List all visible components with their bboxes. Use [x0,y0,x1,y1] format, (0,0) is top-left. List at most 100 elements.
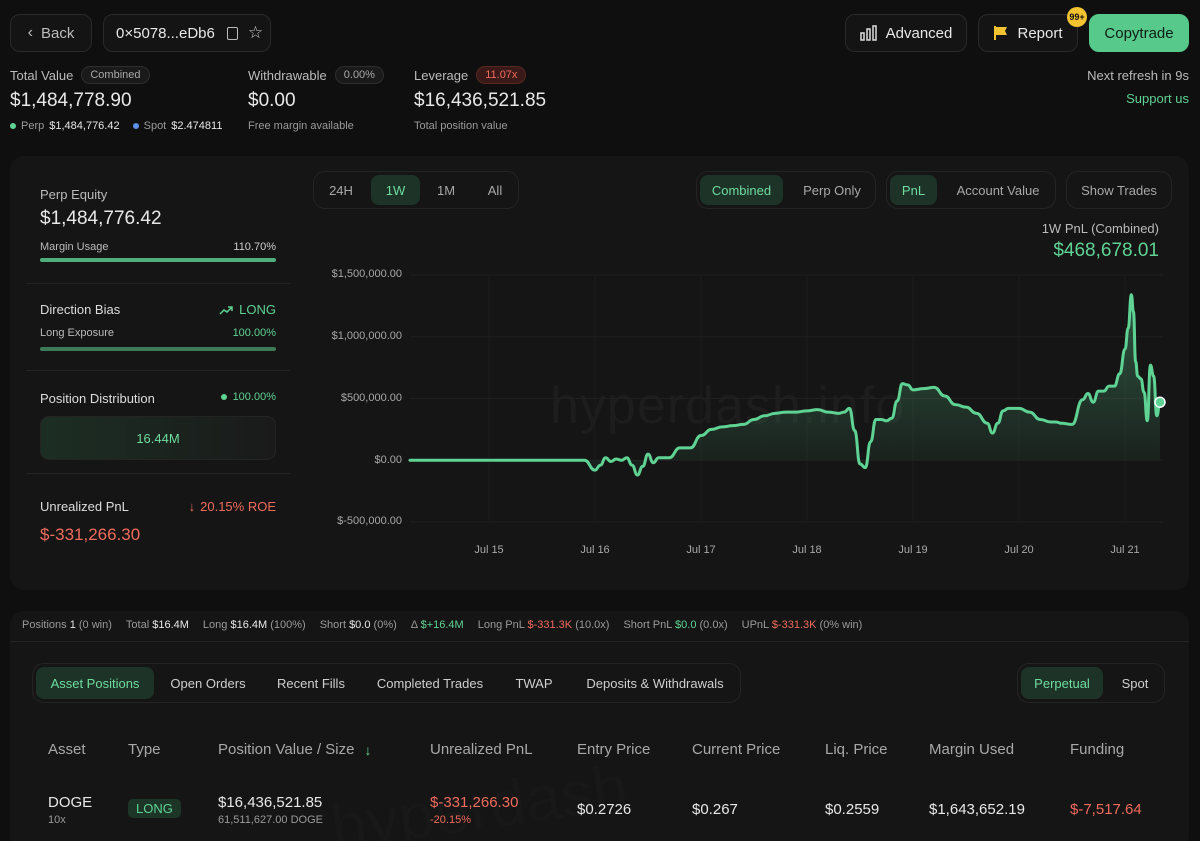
stat-label: Total [125,619,150,631]
wallet-address: 0×5078...eDb6 [116,24,215,42]
pnl-end-marker [1154,396,1166,408]
stat-note: (100%) [270,619,306,631]
x-tick-label: Jul 21 [1110,544,1140,556]
mode-perp-only[interactable]: Perp Only [803,182,861,198]
liq-price: $0.2559 [825,801,880,818]
stat-label: Short [319,619,346,631]
range-24h[interactable]: 24H [329,182,353,198]
total-value-label: Total Value [10,67,74,83]
report-button[interactable]: Report [978,14,1078,52]
copy-icon[interactable] [226,26,238,40]
perp-equity-label: Perp Equity [40,187,108,202]
tab-asset-positions[interactable]: Asset Positions [36,667,154,699]
stat-value: $16.4M [230,619,268,631]
range-1m[interactable]: 1M [436,182,456,198]
entry-price: $0.2726 [577,801,632,818]
market-perpetual[interactable]: Perpetual [1021,667,1103,699]
star-icon[interactable]: ☆ [247,23,264,42]
col-header-unrealized-pnl[interactable]: Unrealized PnL [430,741,533,758]
show-trades-button[interactable]: Show Trades [1066,171,1172,209]
combined-pill: Combined [81,66,150,84]
tab-deposits-withdrawals[interactable]: Deposits & Withdrawals [586,675,724,691]
y-tick-label: $0.00 [374,454,402,466]
stat-note: (0% win) [819,619,863,631]
stat-value: $0.0 [675,619,697,631]
stat-label: Positions [22,619,67,631]
market-spot[interactable]: Spot [1121,675,1149,691]
flag-icon [994,26,1008,40]
margin-usage-label: Margin Usage [40,241,109,253]
col-header-asset[interactable]: Asset [48,741,86,758]
trending-up-icon [219,305,233,315]
tab-open-orders[interactable]: Open Orders [170,675,246,691]
tab-recent-fills[interactable]: Recent Fills [277,675,345,691]
stat-value: $+16.4M [420,619,464,631]
margin-used: $1,643,652.19 [929,801,1025,818]
advanced-label: Advanced [885,24,953,42]
position-distribution-label: Position Distribution [40,391,155,406]
stat-label: Short PnL [623,619,672,631]
withdrawable-value: $0.00 [248,90,296,111]
x-tick-label: Jul 19 [898,544,928,556]
leverage-pill: 11.07x [476,66,527,84]
position-distribution-value: 100.00% [232,391,276,403]
stat-short-pnl: Short PnL $0.0 (0.0x) [623,619,727,631]
x-tick-label: Jul 18 [792,544,822,556]
back-button[interactable]: ‹ Back [10,14,92,52]
stat-note: (0 win) [78,619,112,631]
total-value: $1,484,778.90 [10,90,132,111]
stat-value: $0.0 [349,619,371,631]
stat-note: (0%) [373,619,397,631]
perp-label: Perp [21,120,45,132]
col-header-current-price[interactable]: Current Price [692,741,781,758]
leverage-sub: Total position value [414,120,508,132]
col-header-position-value[interactable]: Position Value / Size ↓ [218,741,371,758]
range-1w[interactable]: 1W [371,175,420,205]
address-box: 0×5078...eDb6 ☆ [103,14,271,52]
asset-name: DOGE [48,794,93,811]
x-tick-label: Jul 20 [1004,544,1034,556]
col-header-funding[interactable]: Funding [1070,741,1125,758]
show-trades-label: Show Trades [1081,182,1157,198]
metric-pnl[interactable]: PnL [890,175,937,205]
advanced-button[interactable]: Advanced [845,14,967,52]
long-exposure-fill [40,347,276,351]
direction-bias-value-wrap: LONG [219,302,276,317]
y-tick-label: $500,000.00 [340,392,402,404]
unrealized-pnl-value: $-331,266.30 [40,525,141,544]
direction-bias-label: Direction Bias [40,302,121,317]
stats-bar: Positions 1 (0 win) Total $16.4M Long $1… [22,619,862,631]
long-exposure-bar [40,347,276,351]
stat-delta: Δ $+16.4M [411,619,464,631]
metric-account-value[interactable]: Account Value [956,182,1040,198]
leverage-block: Leverage 11.07x $16,436,521.85 Total pos… [414,66,546,132]
total-value-block: Total Value Combined $1,484,778.90 Perp … [10,66,222,132]
mode-combined[interactable]: Combined [700,175,783,205]
range-all[interactable]: All [487,182,503,198]
divider [26,370,290,371]
col-header-liq-price[interactable]: Liq. Price [825,741,888,758]
withdrawable-pill: 0.00% [334,66,384,84]
distribution-box-value: 16.44M [136,430,180,446]
withdrawable-label: Withdrawable [248,67,327,83]
leverage-value: $16,436,521.85 [414,90,547,111]
stat-value: $-331.3K [527,619,573,631]
tab-twap[interactable]: TWAP [515,675,553,691]
stat-positions: Positions 1 (0 win) [22,619,112,631]
col-header-entry-price[interactable]: Entry Price [577,741,651,758]
arrow-down-icon: ↓ [188,499,196,514]
x-tick-label: Jul 15 [474,544,504,556]
copytrade-button[interactable]: Copytrade [1089,14,1189,52]
position-size: 61,511,627.00 DOGE [218,814,323,826]
col-header-margin-used[interactable]: Margin Used [929,741,1015,758]
back-label: Back [40,24,75,42]
tab-completed-trades[interactable]: Completed Trades [376,675,484,691]
stat-upnl: UPnL $-331.3K (0% win) [742,619,863,631]
spot-value: $2.474811 [171,120,223,132]
support-link[interactable]: Support us [1126,91,1189,106]
col-header-type[interactable]: Type [128,741,161,758]
stat-note: (0.0x) [699,619,728,631]
stat-label: Long PnL [477,619,525,631]
distribution-box[interactable]: 16.44M [40,416,276,460]
